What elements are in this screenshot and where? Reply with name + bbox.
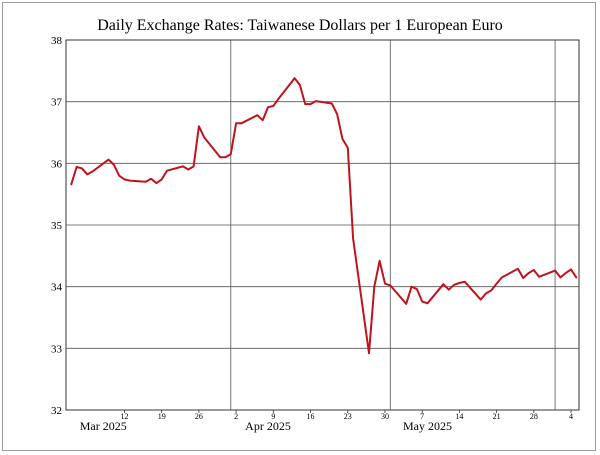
series-line: [70, 77, 578, 355]
x-tick-label: 12: [120, 412, 128, 421]
month-label: May 2025: [403, 419, 452, 433]
month-label: Mar 2025: [80, 419, 127, 433]
x-tick-label: 26: [195, 412, 203, 421]
y-tick-label: 35: [51, 220, 63, 232]
y-tick-label: 36: [51, 158, 63, 170]
y-axis-tick-labels: 32 33 34 35 36 37 38: [51, 35, 63, 417]
month-labels: Mar 2025 Apr 2025 May 2025: [80, 419, 452, 433]
x-tick-label: 4: [569, 412, 573, 421]
x-tick-label: 23: [344, 412, 352, 421]
x-tick-label: 7: [420, 412, 424, 421]
y-tick-label: 38: [51, 35, 63, 47]
y-tick-label: 32: [51, 405, 62, 417]
month-label: Apr 2025: [245, 419, 291, 433]
x-tick-label: 28: [530, 412, 538, 421]
y-tick-label: 33: [51, 343, 63, 355]
x-tick-label: 2: [234, 412, 238, 421]
x-tick-label: 14: [455, 412, 463, 421]
series-group: [70, 77, 578, 355]
y-tick-label: 37: [51, 97, 63, 109]
chart-title: Daily Exchange Rates: Taiwanese Dollars …: [97, 17, 503, 34]
x-tick-label: 16: [307, 412, 315, 421]
x-tick-label: 19: [158, 412, 166, 421]
x-axis-tick-labels: 12 19 26 2 9 16 23 30 7 14 21 28 4: [120, 410, 573, 421]
x-tick-label: 30: [381, 412, 389, 421]
x-tick-label: 9: [271, 412, 275, 421]
x-tick-label: 21: [493, 412, 501, 421]
y-tick-label: 34: [51, 282, 63, 294]
